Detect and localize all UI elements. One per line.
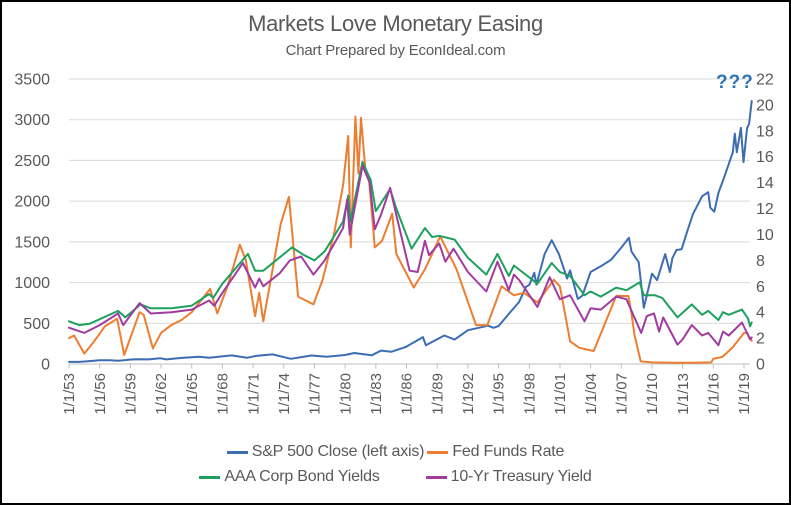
legend-label: Fed Funds Rate — [452, 443, 565, 460]
svg-text:1/1/89: 1/1/89 — [429, 373, 446, 415]
legend-item-aaa-corp: AAA Corp Bond Yields — [199, 468, 380, 486]
chart-legend: S&P 500 Close (left axis) Fed Funds Rate… — [2, 443, 789, 486]
svg-text:1/1/98: 1/1/98 — [521, 373, 538, 415]
right-axis-labels: 0 2 4 6 8 10 12 14 16 18 20 22 — [756, 72, 774, 374]
svg-text:1/1/74: 1/1/74 — [276, 373, 293, 415]
svg-text:1/1/01: 1/1/01 — [552, 373, 569, 415]
svg-text:1/1/71: 1/1/71 — [245, 373, 262, 415]
svg-text:12: 12 — [756, 201, 774, 218]
svg-text:1/1/59: 1/1/59 — [123, 373, 140, 415]
svg-text:1/1/68: 1/1/68 — [215, 373, 232, 415]
svg-text:3000: 3000 — [14, 112, 50, 129]
svg-text:3500: 3500 — [14, 72, 50, 89]
series-treasury-10yr — [68, 164, 753, 347]
svg-text:22: 22 — [756, 72, 774, 89]
legend-row: AAA Corp Bond Yields 10-Yr Treasury Yiel… — [199, 468, 592, 486]
svg-text:4: 4 — [756, 305, 765, 322]
svg-text:2000: 2000 — [14, 194, 50, 211]
sp500-line-swatch-icon — [226, 450, 248, 454]
treasury-10yr-line-swatch-icon — [425, 475, 447, 479]
svg-text:1/1/80: 1/1/80 — [337, 373, 354, 415]
svg-text:1/1/65: 1/1/65 — [184, 373, 201, 415]
legend-item-sp500: S&P 500 Close (left axis) — [226, 443, 425, 461]
svg-text:1/1/53: 1/1/53 — [61, 373, 78, 415]
svg-text:1/1/83: 1/1/83 — [368, 373, 385, 415]
series-sp500 — [68, 100, 753, 363]
fed-funds-line-swatch-icon — [427, 450, 449, 454]
left-axis-labels: 0 500 1000 1500 2000 2500 3000 3500 — [14, 72, 50, 374]
series-fed-funds — [68, 115, 753, 364]
aaa-corp-line-swatch-icon — [199, 475, 221, 479]
svg-text:1/1/16: 1/1/16 — [706, 373, 723, 415]
svg-text:1/1/92: 1/1/92 — [460, 373, 477, 415]
svg-text:1/1/07: 1/1/07 — [613, 373, 630, 415]
svg-text:500: 500 — [23, 316, 50, 333]
svg-text:1/1/62: 1/1/62 — [153, 373, 170, 415]
svg-text:2: 2 — [756, 331, 765, 348]
legend-label: 10-Yr Treasury Yield — [450, 468, 592, 485]
svg-text:16: 16 — [756, 149, 774, 166]
svg-text:1/1/77: 1/1/77 — [307, 373, 324, 415]
question-marks-annotation: ??? — [716, 72, 754, 93]
svg-text:0: 0 — [41, 357, 50, 374]
x-axis-labels: 1/1/53 1/1/56 1/1/59 1/1/62 1/1/65 1/1/68 1/1/… — [61, 373, 753, 415]
legend-row: S&P 500 Close (left axis) Fed Funds Rate — [226, 443, 564, 461]
chart-subtitle: Chart Prepared by EconIdeal.com — [285, 42, 506, 59]
svg-text:0: 0 — [756, 357, 765, 374]
svg-text:1/1/13: 1/1/13 — [675, 373, 692, 415]
legend-item-treasury-10yr: 10-Yr Treasury Yield — [425, 468, 592, 486]
svg-text:20: 20 — [756, 97, 774, 114]
svg-text:10: 10 — [756, 227, 774, 244]
svg-text:1500: 1500 — [14, 234, 50, 251]
x-axis — [68, 363, 750, 369]
chart-title: Markets Love Monetary Easing — [248, 11, 543, 36]
legend-item-fed-funds: Fed Funds Rate — [427, 443, 564, 461]
svg-text:1/1/95: 1/1/95 — [491, 373, 508, 415]
svg-text:1000: 1000 — [14, 275, 50, 292]
svg-text:8: 8 — [756, 253, 765, 270]
legend-label: AAA Corp Bond Yields — [224, 468, 380, 485]
svg-text:2500: 2500 — [14, 153, 50, 170]
svg-text:1/1/19: 1/1/19 — [736, 373, 753, 415]
svg-text:1/1/86: 1/1/86 — [399, 373, 416, 415]
svg-text:1/1/04: 1/1/04 — [583, 373, 600, 415]
svg-text:6: 6 — [756, 279, 765, 296]
svg-text:18: 18 — [756, 123, 774, 140]
legend-label: S&P 500 Close (left axis) — [251, 443, 425, 460]
svg-text:1/1/56: 1/1/56 — [92, 373, 109, 415]
series-aaa-corp — [68, 160, 753, 328]
svg-text:14: 14 — [756, 175, 774, 192]
svg-text:1/1/10: 1/1/10 — [644, 373, 661, 415]
